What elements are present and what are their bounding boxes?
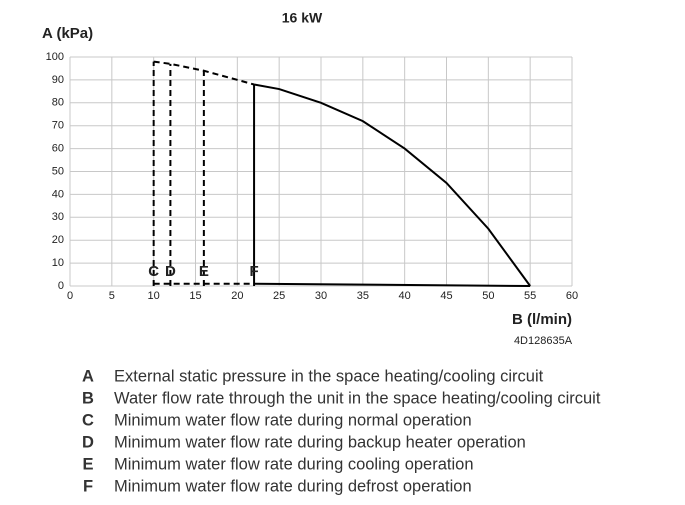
x-tick-label: 20	[231, 290, 243, 302]
key-text: Water flow rate through the unit in the …	[114, 389, 601, 407]
y-tick-label: 70	[52, 120, 64, 132]
key-letter: D	[82, 433, 94, 451]
key-text: Minimum water flow rate during backup he…	[114, 433, 526, 451]
flow-limit-label: C	[148, 263, 159, 280]
x-tick-label: 60	[566, 290, 578, 302]
y-tick-label: 20	[52, 234, 64, 246]
x-tick-label: 50	[482, 290, 494, 302]
x-tick-label: 40	[399, 290, 411, 302]
y-tick-label: 100	[46, 51, 64, 63]
x-tick-label: 0	[67, 290, 73, 302]
flow-limit-label: D	[165, 263, 176, 280]
flow-limit-label: E	[199, 263, 209, 280]
x-tick-label: 10	[148, 290, 160, 302]
y-tick-label: 90	[52, 74, 64, 86]
curve	[254, 282, 531, 287]
x-tick-label: 45	[440, 290, 452, 302]
key-text: External static pressure in the space he…	[114, 367, 544, 385]
key-letter: B	[82, 389, 94, 407]
figure-code: 4D128635A	[514, 335, 573, 347]
x-tick-label: 25	[273, 290, 285, 302]
curve	[153, 60, 255, 86]
key-letter: C	[82, 411, 94, 429]
x-tick-label: 30	[315, 290, 327, 302]
flow-limit-label: F	[249, 263, 258, 280]
x-tick-label: 5	[109, 290, 115, 302]
y-tick-label: 60	[52, 143, 64, 155]
y-tick-label: 80	[52, 97, 64, 109]
key-letter: E	[82, 455, 93, 473]
y-tick-label: 30	[52, 211, 64, 223]
y-axis-label: A (kPa)	[42, 25, 93, 42]
curve	[253, 83, 531, 287]
x-tick-label: 35	[357, 290, 369, 302]
y-tick-label: 0	[58, 280, 64, 292]
x-tick-label: 55	[524, 290, 536, 302]
x-axis-label: B (l/min)	[512, 311, 572, 328]
y-tick-label: 10	[52, 257, 64, 269]
y-tick-label: 50	[52, 165, 64, 177]
key-letter: F	[83, 477, 93, 495]
key-text: Minimum water flow rate during defrost o…	[114, 477, 472, 495]
key-text: Minimum water flow rate during cooling o…	[114, 455, 474, 473]
x-tick-label: 15	[189, 290, 201, 302]
key-text: Minimum water flow rate during normal op…	[114, 411, 472, 429]
y-tick-label: 40	[52, 188, 64, 200]
chart-title: 16 kW	[282, 10, 323, 26]
key-letter: A	[82, 367, 94, 385]
